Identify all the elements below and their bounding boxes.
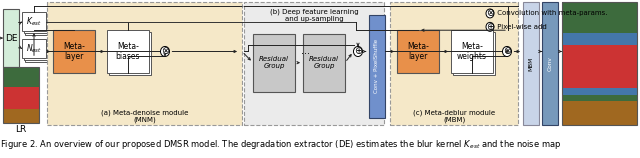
Text: DE: DE bbox=[4, 33, 17, 43]
Text: Meta-
layer: Meta- layer bbox=[63, 42, 85, 61]
Text: Conv: Conv bbox=[547, 56, 552, 71]
Bar bbox=[303, 33, 345, 92]
Text: Meta-
biases: Meta- biases bbox=[116, 42, 140, 61]
Text: Residual
Group: Residual Group bbox=[259, 56, 289, 69]
Bar bbox=[25, 43, 49, 62]
Bar bbox=[47, 2, 242, 125]
Bar bbox=[542, 2, 558, 125]
Text: ⊕: ⊕ bbox=[486, 22, 494, 32]
Bar bbox=[453, 32, 495, 75]
Bar bbox=[22, 39, 46, 58]
Text: Meta-
layer: Meta- layer bbox=[407, 42, 429, 61]
Text: Conv + PixelShuffle: Conv + PixelShuffle bbox=[374, 39, 380, 93]
Text: $N_{est}$: $N_{est}$ bbox=[26, 43, 42, 55]
Text: (c) Meta-deblur module
(MBM): (c) Meta-deblur module (MBM) bbox=[413, 109, 495, 123]
Bar bbox=[562, 45, 637, 88]
Text: ⊕: ⊕ bbox=[354, 46, 362, 56]
Bar bbox=[390, 2, 518, 125]
Bar bbox=[111, 35, 153, 77]
Text: Residual
Group: Residual Group bbox=[309, 56, 339, 69]
Text: Meta-
weights: Meta- weights bbox=[457, 42, 487, 61]
Bar bbox=[3, 109, 39, 123]
Bar bbox=[3, 87, 39, 109]
Bar bbox=[3, 67, 39, 123]
Text: ⊗: ⊗ bbox=[503, 46, 511, 56]
Text: Figure 2. An overview of our proposed DMSR model. The degradation extractor (DE): Figure 2. An overview of our proposed DM… bbox=[0, 138, 561, 151]
Circle shape bbox=[486, 22, 494, 31]
Text: (b) Deep feature learning
and up-sampling: (b) Deep feature learning and up-samplin… bbox=[269, 9, 358, 22]
Bar bbox=[562, 2, 637, 125]
Bar bbox=[53, 30, 95, 73]
Bar bbox=[3, 9, 19, 67]
Bar bbox=[107, 30, 149, 73]
Bar bbox=[523, 2, 539, 125]
Bar bbox=[455, 35, 497, 77]
Bar bbox=[22, 12, 46, 31]
Text: ⊗: ⊗ bbox=[161, 46, 169, 56]
Bar bbox=[562, 33, 637, 95]
Circle shape bbox=[161, 46, 170, 57]
Bar bbox=[24, 14, 47, 33]
Bar bbox=[3, 67, 39, 123]
Circle shape bbox=[486, 9, 494, 18]
Bar bbox=[24, 41, 47, 60]
Bar bbox=[3, 67, 39, 87]
Bar bbox=[244, 2, 384, 125]
Text: LR: LR bbox=[15, 125, 27, 134]
Bar bbox=[253, 33, 295, 92]
Text: Pixel-wise add: Pixel-wise add bbox=[495, 24, 547, 30]
Text: $K_{est}$: $K_{est}$ bbox=[26, 16, 42, 28]
Text: ⊗: ⊗ bbox=[486, 8, 494, 18]
Bar bbox=[109, 32, 151, 75]
Bar bbox=[369, 15, 385, 118]
Bar bbox=[451, 30, 493, 73]
Circle shape bbox=[353, 46, 362, 57]
Text: (a) Meta-denoise module
(MNM): (a) Meta-denoise module (MNM) bbox=[101, 109, 188, 123]
Circle shape bbox=[502, 46, 511, 57]
Text: MBM: MBM bbox=[529, 57, 534, 71]
Bar bbox=[397, 30, 439, 73]
Bar bbox=[562, 2, 637, 125]
Text: Convolution with meta-params.: Convolution with meta-params. bbox=[495, 10, 607, 16]
Bar bbox=[25, 16, 49, 35]
Bar bbox=[562, 101, 637, 125]
Text: ...: ... bbox=[301, 46, 310, 56]
